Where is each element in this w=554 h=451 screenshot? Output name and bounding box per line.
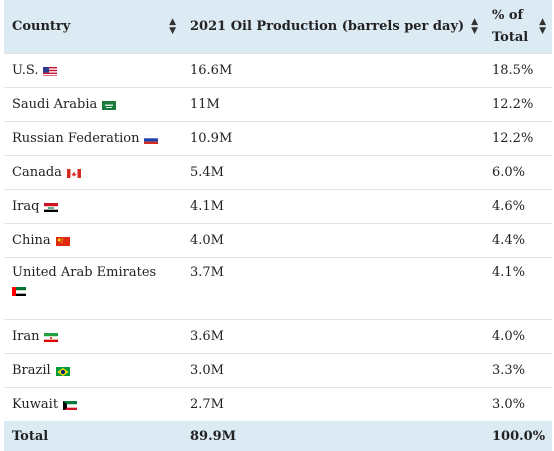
brazil-flag-icon bbox=[55, 366, 70, 376]
uae-flag-icon bbox=[12, 286, 26, 296]
table-row: Iraq 4.1M 4.6% bbox=[4, 189, 552, 224]
column-header-production-label: 2021 Oil Production (barrels per day) bbox=[190, 18, 465, 34]
russia-flag-icon bbox=[144, 134, 159, 144]
kuwait-flag-icon bbox=[63, 400, 78, 410]
saudi-arabia-flag-icon bbox=[102, 100, 117, 110]
percent-cell: 12.2% bbox=[484, 87, 552, 122]
percent-cell: 4.0% bbox=[484, 319, 552, 354]
sort-icon[interactable]: ▲ ▼ bbox=[539, 16, 546, 36]
country-name: Brazil bbox=[12, 363, 51, 378]
table-row: Kuwait 2.7M 3.0% bbox=[4, 387, 552, 421]
production-cell: 2.7M bbox=[182, 387, 484, 421]
country-cell: Kuwait bbox=[4, 387, 182, 421]
country-cell: Russian Federation bbox=[4, 121, 182, 156]
percent-cell: 18.5% bbox=[484, 53, 552, 88]
percent-cell: 6.0% bbox=[484, 155, 552, 190]
production-cell: 3.6M bbox=[182, 319, 484, 354]
production-cell: 11M bbox=[182, 87, 484, 122]
table-row: Iran 3.6M 4.0% bbox=[4, 319, 552, 354]
table-header-row: Country ▲ ▼ 2021 Oil Production (barrels … bbox=[4, 0, 552, 54]
country-name: Canada bbox=[12, 165, 62, 180]
country-name: China bbox=[12, 233, 51, 248]
canada-flag-icon bbox=[66, 168, 81, 178]
country-name: Iran bbox=[12, 329, 40, 344]
table-total-row: Total 89.9M 100.0% bbox=[4, 421, 552, 451]
table-row: Saudi Arabia 11M 12.2% bbox=[4, 87, 552, 122]
percent-cell: 12.2% bbox=[484, 121, 552, 156]
percent-cell: 3.0% bbox=[484, 387, 552, 421]
country-cell: United Arab Emirates bbox=[4, 257, 182, 320]
country-name: U.S. bbox=[12, 63, 39, 78]
country-name: Kuwait bbox=[12, 397, 59, 412]
sort-icon[interactable]: ▲ ▼ bbox=[169, 16, 176, 36]
production-cell: 4.1M bbox=[182, 189, 484, 224]
iran-flag-icon bbox=[44, 332, 59, 342]
sort-icon[interactable]: ▲ ▼ bbox=[471, 16, 478, 36]
country-name: United Arab Emirates bbox=[12, 265, 157, 280]
china-flag-icon bbox=[55, 236, 70, 246]
total-production: 89.9M bbox=[182, 421, 484, 451]
oil-production-table-container: Country ▲ ▼ 2021 Oil Production (barrels … bbox=[4, 0, 552, 451]
total-percent: 100.0% bbox=[484, 421, 552, 451]
country-cell: U.S. bbox=[4, 53, 182, 88]
percent-cell: 4.6% bbox=[484, 189, 552, 224]
table-row: Brazil 3.0M 3.3% bbox=[4, 353, 552, 388]
column-header-percent[interactable]: % of Total ▲ ▼ bbox=[484, 0, 552, 54]
production-cell: 16.6M bbox=[182, 53, 484, 88]
country-cell: Iran bbox=[4, 319, 182, 354]
country-cell: Canada bbox=[4, 155, 182, 190]
column-header-country[interactable]: Country ▲ ▼ bbox=[4, 0, 182, 54]
country-name: Iraq bbox=[12, 199, 40, 214]
table-row: Canada 5.4M 6.0% bbox=[4, 155, 552, 190]
production-cell: 5.4M bbox=[182, 155, 484, 190]
iraq-flag-icon bbox=[44, 202, 59, 212]
percent-cell: 3.3% bbox=[484, 353, 552, 388]
table-row: U.S. 16.6M 18.5% bbox=[4, 53, 552, 88]
percent-cell: 4.4% bbox=[484, 223, 552, 258]
us-flag-icon bbox=[43, 66, 58, 76]
country-cell: Saudi Arabia bbox=[4, 87, 182, 122]
column-header-percent-label: % of Total bbox=[492, 7, 529, 45]
column-header-production[interactable]: 2021 Oil Production (barrels per day) ▲ ▼ bbox=[182, 0, 484, 54]
table-row: United Arab Emirates 3.7M 4.1% bbox=[4, 257, 552, 320]
production-cell: 4.0M bbox=[182, 223, 484, 258]
country-name: Russian Federation bbox=[12, 131, 140, 146]
table-row: China 4.0M 4.4% bbox=[4, 223, 552, 258]
country-cell: Iraq bbox=[4, 189, 182, 224]
production-cell: 3.7M bbox=[182, 257, 484, 320]
production-cell: 3.0M bbox=[182, 353, 484, 388]
column-header-country-label: Country bbox=[12, 18, 71, 34]
country-cell: Brazil bbox=[4, 353, 182, 388]
table-row: Russian Federation 10.9M 12.2% bbox=[4, 121, 552, 156]
country-cell: China bbox=[4, 223, 182, 258]
total-label: Total bbox=[4, 421, 182, 451]
oil-production-table: Country ▲ ▼ 2021 Oil Production (barrels … bbox=[4, 0, 552, 451]
production-cell: 10.9M bbox=[182, 121, 484, 156]
percent-cell: 4.1% bbox=[484, 257, 552, 320]
country-name: Saudi Arabia bbox=[12, 97, 98, 112]
